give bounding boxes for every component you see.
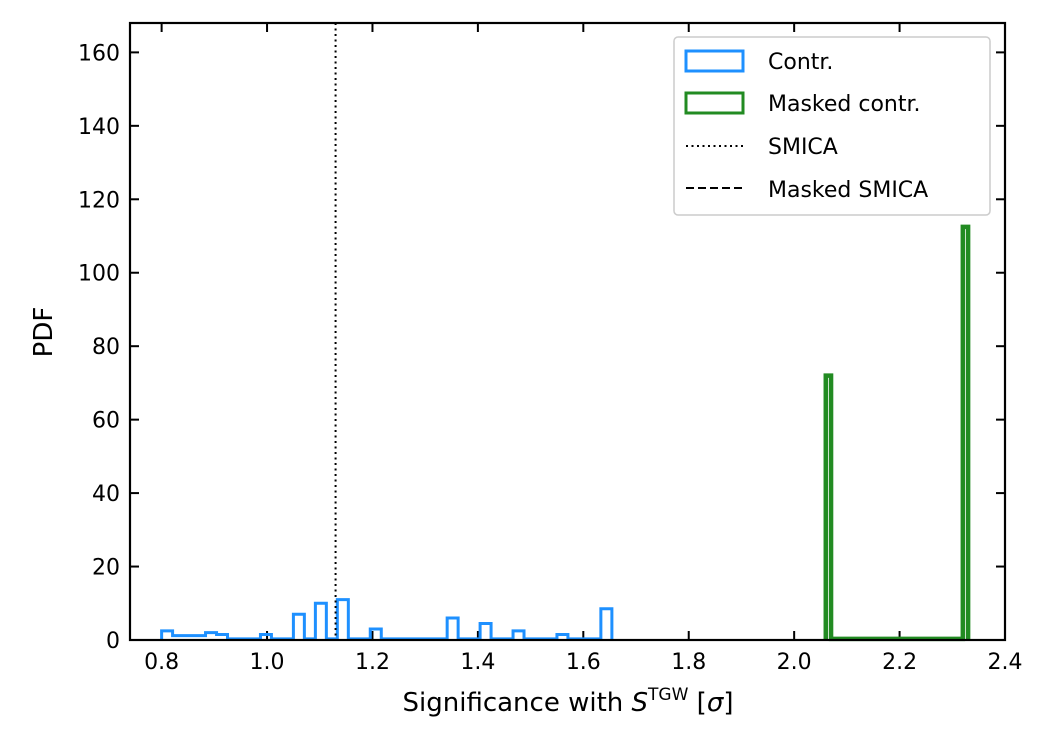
- legend-swatch-contr: [684, 49, 745, 73]
- x-axis-label-superscript: TGW: [647, 685, 689, 705]
- y-tick-label: 0: [106, 629, 120, 654]
- legend-box: [673, 36, 991, 216]
- y-tick-label: 120: [78, 188, 120, 213]
- x-tick-label: 0.8: [144, 650, 179, 675]
- legend: Contr. Masked contr. SMICA Masked SMICA: [673, 36, 991, 216]
- y-tick-label: 100: [78, 262, 120, 287]
- x-axis-label-prefix: Significance with: [403, 688, 632, 718]
- x-axis-label-bracket-close: ]: [723, 688, 733, 718]
- y-tick-label: 20: [92, 556, 120, 581]
- plot-area-frame: [128, 21, 1007, 642]
- y-tick-label: 160: [78, 41, 120, 66]
- tick-labels-layer: 0.8 1.0 1.2 1.4 1.6 1.8 2.0 2.2 2.4 0 20 40 60 80 100 1…: [78, 41, 1023, 675]
- legend-label-masked-smica: Masked SMICA: [768, 178, 928, 203]
- histogram-series-0: [160, 598, 614, 641]
- x-tick-label: 1.4: [460, 650, 495, 675]
- x-axis-label-bracket-open: [: [688, 688, 706, 718]
- y-axis-label: PDF: [29, 307, 59, 358]
- y-tick-label: 60: [92, 409, 120, 434]
- series-layer: [160, 23, 971, 642]
- x-tick-label: 1.6: [566, 650, 601, 675]
- legend-label-masked-contr: Masked contr.: [768, 92, 921, 117]
- histogram-series-1: [823, 224, 971, 642]
- legend-label-smica: SMICA: [768, 135, 838, 160]
- x-tick-label: 1.8: [671, 650, 706, 675]
- x-tick-label: 2.2: [882, 650, 917, 675]
- x-tick-label: 2.0: [777, 650, 812, 675]
- y-tick-label: 80: [92, 335, 120, 360]
- x-tick-label: 1.0: [250, 650, 285, 675]
- x-tick-label: 2.4: [988, 650, 1023, 675]
- x-axis-label-sigma: σ: [707, 688, 725, 718]
- y-tick-label: 140: [78, 115, 120, 140]
- x-tick-label: 1.2: [355, 650, 390, 675]
- x-axis-label: Significance with STGW [σ]: [403, 685, 734, 718]
- legend-label-contr: Contr.: [768, 50, 833, 75]
- legend-swatch-masked-contr: [684, 91, 745, 115]
- x-axis-label-symbol: S: [632, 688, 649, 718]
- y-tick-label: 40: [92, 482, 120, 507]
